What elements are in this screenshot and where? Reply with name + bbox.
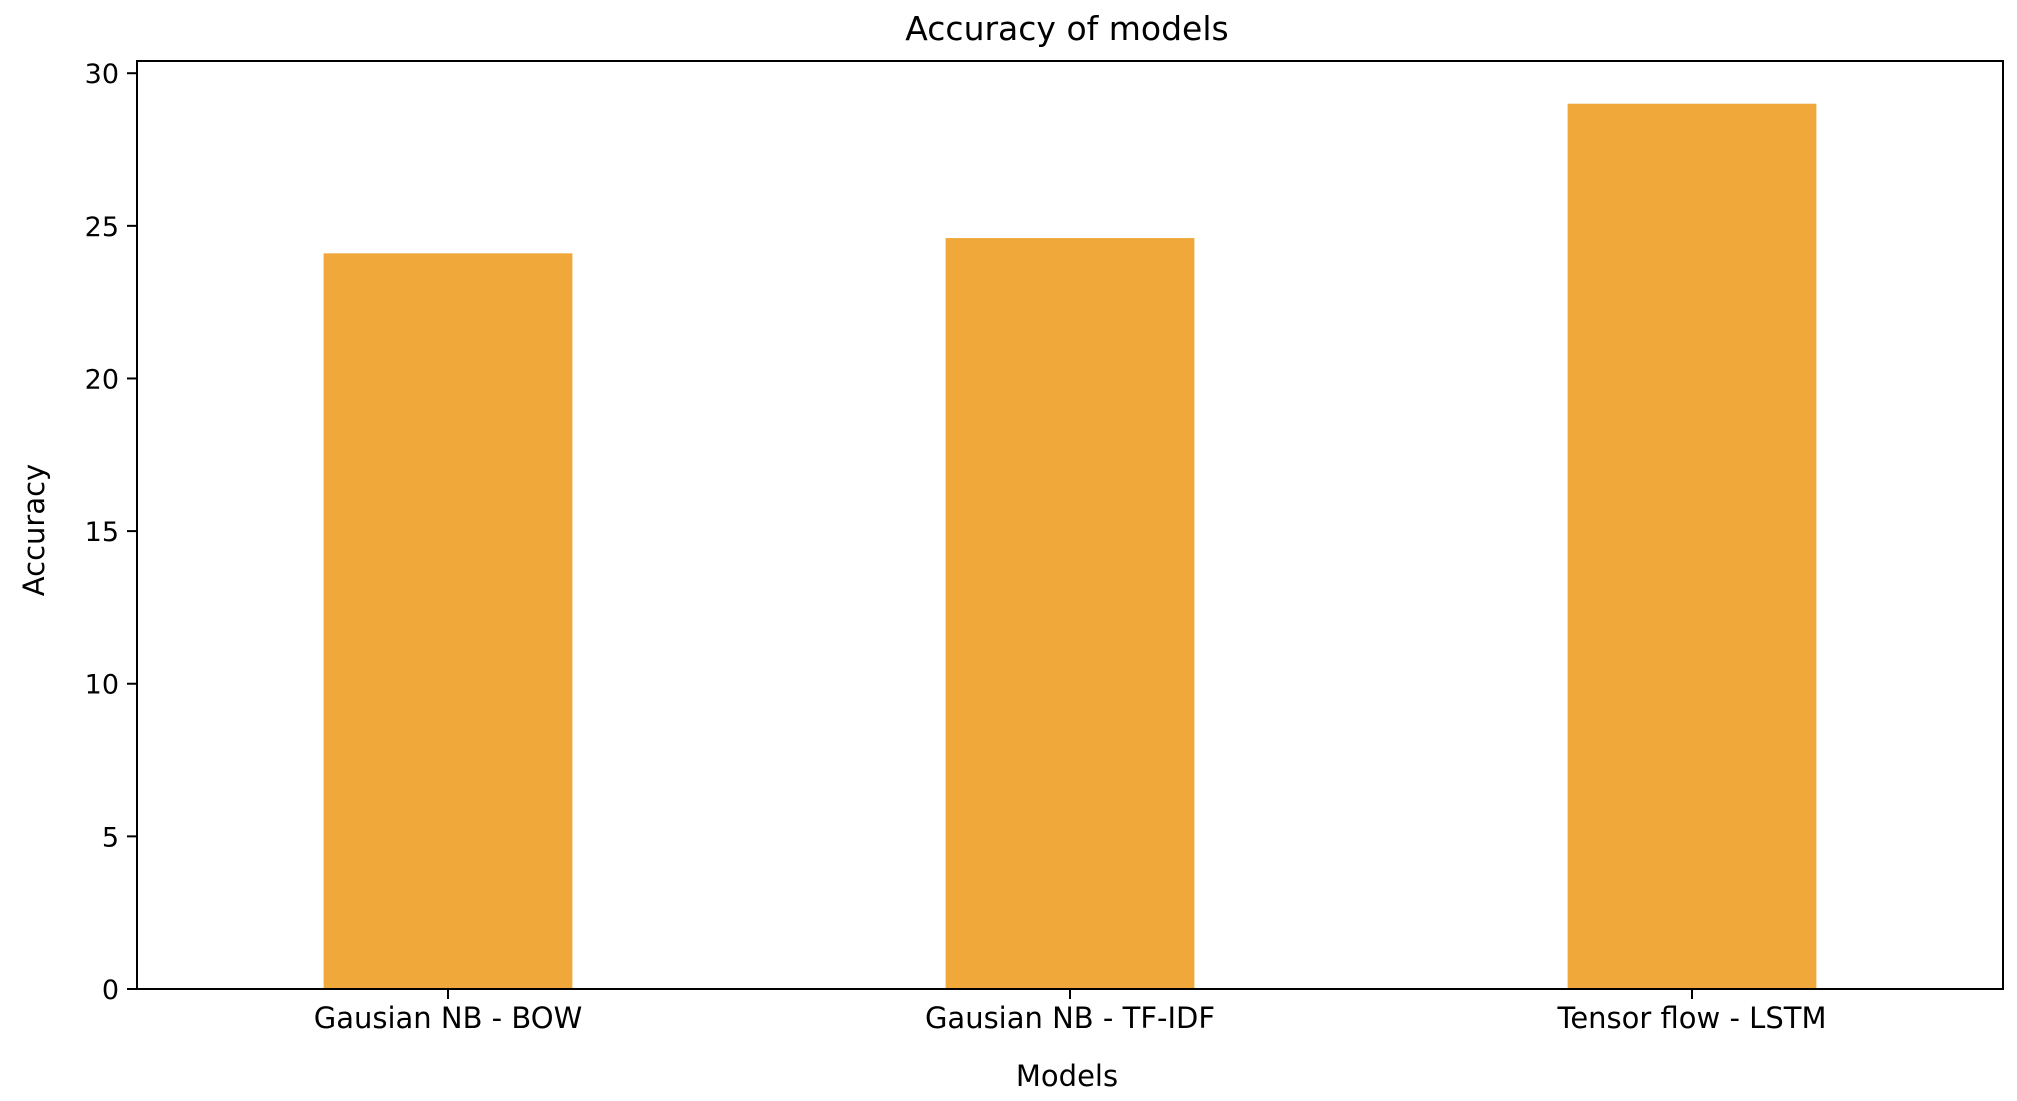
y-tick-label: 30 xyxy=(85,59,119,90)
y-tick-label: 20 xyxy=(85,364,119,395)
x-axis-label: Models xyxy=(1016,1059,1118,1093)
y-axis: 0 5 10 15 20 25 30 xyxy=(85,59,137,1006)
y-tick-label: 15 xyxy=(85,517,119,548)
y-tick-label: 25 xyxy=(85,212,119,243)
bar-3 xyxy=(1567,103,1817,990)
y-tick-label: 10 xyxy=(85,670,119,701)
chart-title: Accuracy of models xyxy=(905,9,1228,48)
x-tick-label: Tensor flow - LSTM xyxy=(1557,1001,1827,1035)
y-tick-label: 5 xyxy=(102,822,119,853)
x-tick-label: Gausian NB - TF-IDF xyxy=(925,1001,1215,1035)
y-axis-label: Accuracy xyxy=(17,464,51,596)
x-tick-label: Gausian NB - BOW xyxy=(314,1001,583,1035)
bar-1 xyxy=(323,253,573,989)
y-tick-label: 0 xyxy=(102,975,119,1006)
bar-2 xyxy=(945,238,1195,990)
bars-group xyxy=(323,103,1817,990)
x-axis: Gausian NB - BOW Gausian NB - TF-IDF Tenso… xyxy=(314,989,1827,1035)
